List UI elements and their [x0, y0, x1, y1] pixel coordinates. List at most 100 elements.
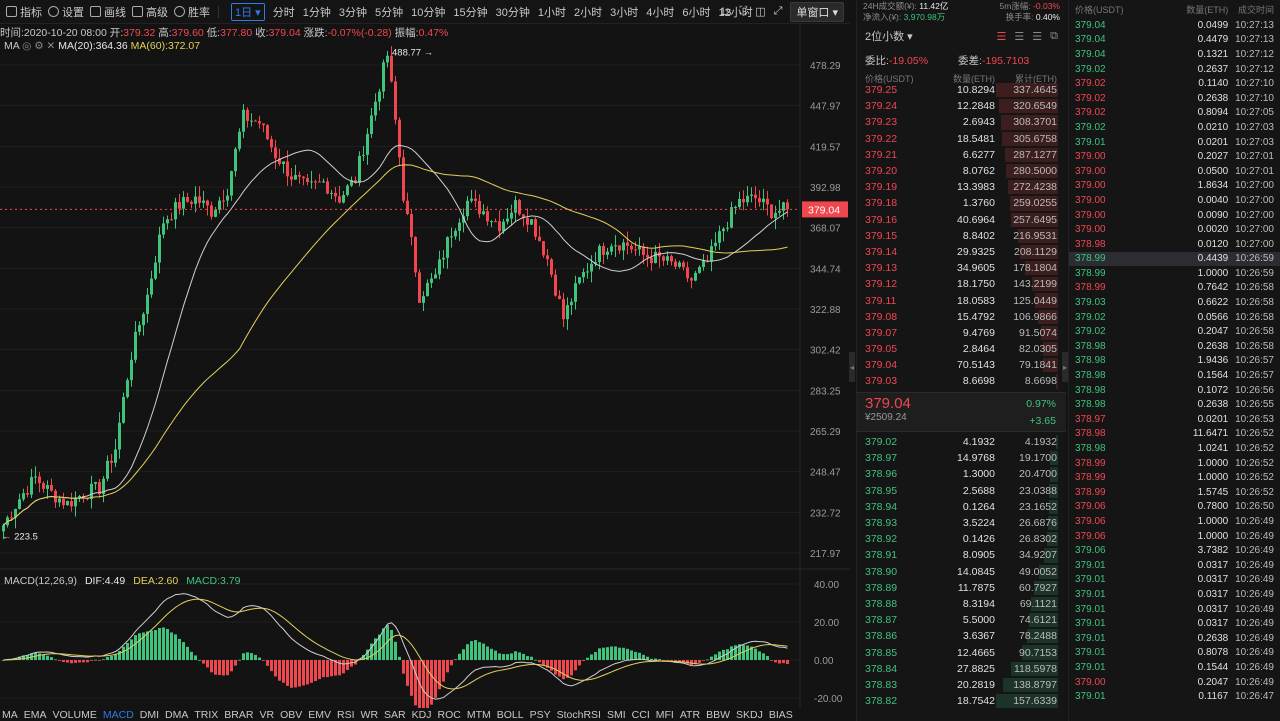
camera-icon[interactable]: ◫ — [755, 6, 766, 18]
ask-row[interactable]: 379.12 18.1750 143.2199 — [857, 276, 1066, 292]
trade-row[interactable]: 379.01 0.0317 10:26:49 — [1069, 587, 1280, 602]
gear-icon[interactable]: ⚙ — [34, 40, 44, 52]
trade-row[interactable]: 379.01 0.2638 10:26:49 — [1069, 631, 1280, 646]
trade-row[interactable]: 379.01 0.1544 10:26:49 — [1069, 660, 1280, 675]
trade-row[interactable]: 379.01 0.0201 10:27:03 — [1069, 135, 1280, 150]
trade-row[interactable]: 379.02 0.2637 10:27:12 — [1069, 62, 1280, 77]
trade-row[interactable]: 378.98 0.0120 10:27:00 — [1069, 237, 1280, 252]
interval-9[interactable]: 3小时 — [610, 6, 639, 19]
indicator-tab-brar[interactable]: BRAR — [224, 708, 254, 721]
indicator-tab-mtm[interactable]: MTM — [466, 708, 491, 721]
book-bids-icon[interactable]: ☰ — [1014, 30, 1025, 43]
trade-row[interactable]: 379.04 0.0499 10:27:13 — [1069, 18, 1280, 33]
trade-row[interactable]: 379.03 0.6622 10:26:58 — [1069, 295, 1280, 310]
indicator-tab-smi[interactable]: SMI — [606, 708, 626, 721]
indicator-tab-roc[interactable]: ROC — [437, 708, 461, 721]
trade-row[interactable]: 378.98 0.2638 10:26:55 — [1069, 397, 1280, 412]
trade-row[interactable]: 379.00 0.2047 10:26:49 — [1069, 675, 1280, 690]
bid-row[interactable]: 378.91 8.0905 34.9207 — [857, 547, 1066, 563]
winrate-button[interactable]: 胜率 — [174, 4, 210, 20]
trade-row[interactable]: 379.06 1.0000 10:26:49 — [1069, 514, 1280, 529]
indicator-tab-kdj[interactable]: KDJ — [411, 708, 432, 721]
indicator-tab-macd[interactable]: MACD — [102, 708, 134, 721]
ask-row[interactable]: 379.21 6.6277 287.1277 — [857, 147, 1066, 163]
interval-5[interactable]: 15分钟 — [453, 6, 488, 19]
trade-row[interactable]: 379.02 0.2047 10:26:58 — [1069, 324, 1280, 339]
ask-row[interactable]: 379.15 8.8402 216.9531 — [857, 228, 1066, 244]
indicator-tab-sar[interactable]: SAR — [384, 708, 406, 721]
eye-icon[interactable]: ◎ — [22, 40, 32, 52]
indicator-tab-bbw[interactable]: BBW — [706, 708, 730, 721]
bid-row[interactable]: 378.94 0.1264 23.1652 — [857, 499, 1066, 515]
indicator-tab-bias[interactable]: BIAS — [768, 708, 793, 721]
bid-row[interactable]: 378.88 8.3194 69.1121 — [857, 596, 1066, 612]
interval-4[interactable]: 10分钟 — [411, 6, 446, 19]
bid-row[interactable]: 378.82 18.7542 157.6339 — [857, 693, 1066, 709]
trade-row[interactable]: 378.98 1.0241 10:26:52 — [1069, 441, 1280, 456]
trade-row[interactable]: 378.98 0.1072 10:26:56 — [1069, 383, 1280, 398]
ask-row[interactable]: 379.22 18.5481 305.6758 — [857, 131, 1066, 147]
ask-row[interactable]: 379.23 2.6943 308.3701 — [857, 114, 1066, 130]
settings-button[interactable]: 设置 — [48, 4, 84, 20]
bid-row[interactable]: 378.95 2.5688 23.0388 — [857, 483, 1066, 499]
ask-row[interactable]: 379.11 18.0583 125.0449 — [857, 292, 1066, 308]
indicator-tab-dma[interactable]: DMA — [165, 708, 189, 721]
last-price-panel[interactable]: 379.04 ¥2509.24 0.97% +3.65 — [857, 392, 1066, 432]
trade-row[interactable]: 379.02 0.8094 10:27:05 — [1069, 106, 1280, 121]
trade-row[interactable]: 378.99 1.0000 10:26:59 — [1069, 266, 1280, 281]
indicator-tab-boll[interactable]: BOLL — [496, 708, 524, 721]
ask-row[interactable]: 379.19 13.3983 272.4238 — [857, 179, 1066, 195]
window-mode-button[interactable]: 单窗口 ▾ — [790, 1, 844, 22]
trade-row[interactable]: 378.98 0.2638 10:26:58 — [1069, 339, 1280, 354]
bid-row[interactable]: 378.89 11.7875 60.7927 — [857, 580, 1066, 596]
interval-8[interactable]: 2小时 — [573, 6, 603, 19]
indicator-tab-wr[interactable]: WR — [360, 708, 379, 721]
bid-row[interactable]: 378.86 3.6367 78.2488 — [857, 628, 1066, 644]
bid-row[interactable]: 378.96 1.3000 20.4700 — [857, 466, 1066, 482]
interval-7[interactable]: 1小时 — [537, 6, 566, 19]
trade-row[interactable]: 379.04 0.1321 10:27:12 — [1069, 47, 1280, 62]
trade-row[interactable]: 378.99 0.7642 10:26:58 — [1069, 281, 1280, 296]
ask-row[interactable]: 379.25 10.8294 337.4645 — [857, 82, 1066, 98]
indicator-tab-stochrsi[interactable]: StochRSI — [556, 708, 601, 721]
indicator-tab-obv[interactable]: OBV — [280, 708, 303, 721]
trade-row[interactable]: 378.98 0.1564 10:26:57 — [1069, 368, 1280, 383]
close-icon[interactable]: ✕ — [46, 40, 56, 52]
bid-row[interactable]: 378.90 14.0845 49.0052 — [857, 564, 1066, 580]
trade-row[interactable]: 378.99 0.4439 10:26:59 — [1069, 251, 1280, 267]
trade-row[interactable]: 379.00 1.8634 10:27:00 — [1069, 179, 1280, 194]
book-both-icon[interactable]: ☰ — [996, 30, 1007, 43]
draw-button[interactable]: 画线 — [90, 4, 126, 20]
interval-0[interactable]: 分时 — [272, 6, 295, 19]
advanced-button[interactable]: 高级 — [132, 4, 168, 20]
trade-row[interactable]: 378.97 0.0201 10:26:53 — [1069, 412, 1280, 427]
trade-row[interactable]: 379.01 0.0317 10:26:49 — [1069, 558, 1280, 573]
indicator-tab-volume[interactable]: VOLUME — [52, 708, 97, 721]
indicator-tab-trix[interactable]: TRIX — [194, 708, 219, 721]
fullscreen-icon[interactable]: ⛶ — [739, 5, 748, 17]
trade-row[interactable]: 379.01 0.0317 10:26:49 — [1069, 602, 1280, 617]
trade-row[interactable]: 378.99 1.5745 10:26:52 — [1069, 485, 1280, 500]
bid-row[interactable]: 378.92 0.1426 26.8302 — [857, 531, 1066, 547]
bid-row[interactable]: 378.85 12.4665 90.7153 — [857, 644, 1066, 660]
indicator-tab-rsi[interactable]: RSI — [337, 708, 355, 721]
trade-row[interactable]: 379.01 0.1167 10:26:47 — [1069, 689, 1280, 704]
ask-row[interactable]: 379.03 8.6698 8.6698 — [857, 373, 1066, 389]
indicator-tab-emv[interactable]: EMV — [308, 708, 332, 721]
bid-row[interactable]: 378.84 27.8825 118.5978 — [857, 661, 1066, 677]
decimals-dropdown[interactable]: 2位小数 ▾ — [865, 31, 913, 43]
ask-row[interactable]: 379.16 40.6964 257.6495 — [857, 212, 1066, 228]
interval-12[interactable]: 12小时 — [718, 6, 753, 19]
trade-row[interactable]: 379.00 0.2027 10:27:01 — [1069, 149, 1280, 164]
ask-row[interactable]: 379.07 9.4769 91.5074 — [857, 325, 1066, 341]
interval-dropdown[interactable]: 1日 ▾ — [231, 2, 265, 21]
trade-row[interactable]: 379.01 0.0317 10:26:49 — [1069, 573, 1280, 588]
popout-icon[interactable]: ⧉ — [1050, 29, 1058, 42]
interval-2[interactable]: 3分钟 — [338, 6, 367, 19]
trade-row[interactable]: 379.01 0.8078 10:26:49 — [1069, 646, 1280, 661]
trade-row[interactable]: 378.98 11.6471 10:26:52 — [1069, 427, 1280, 442]
trade-row[interactable]: 378.98 1.9436 10:26:57 — [1069, 354, 1280, 369]
ask-row[interactable]: 379.08 15.4792 106.9866 — [857, 309, 1066, 325]
bid-row[interactable]: 379.02 4.1932 4.1932 — [857, 434, 1066, 450]
bid-row[interactable]: 378.87 5.5000 74.6121 — [857, 612, 1066, 628]
